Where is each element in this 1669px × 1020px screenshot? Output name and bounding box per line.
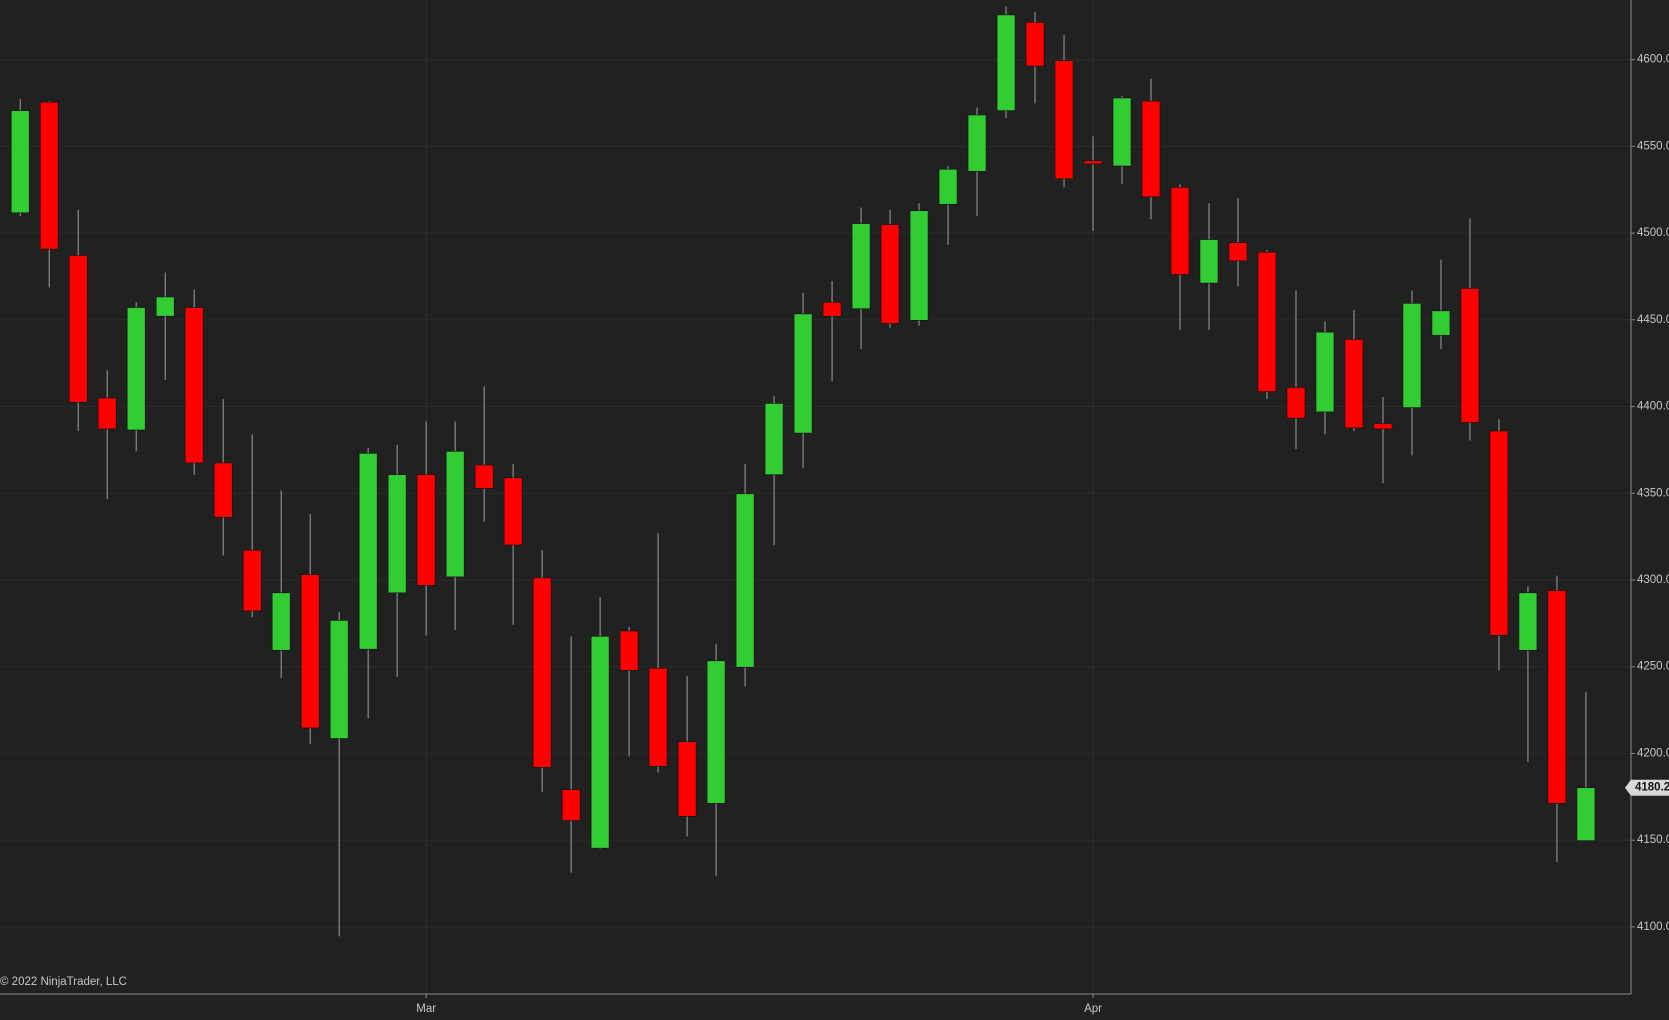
- candle-body: [1286, 387, 1306, 419]
- candle-body: [1112, 97, 1132, 167]
- last-price-marker: [1625, 779, 1669, 796]
- candle-body: [590, 636, 610, 849]
- candle-body: [1315, 331, 1335, 413]
- candle-body: [474, 464, 494, 489]
- candle-body: [97, 397, 117, 430]
- y-tick-label: 4450.00: [1637, 314, 1669, 326]
- candle-body: [503, 477, 523, 546]
- candle-body: [648, 667, 668, 767]
- candle-body: [1054, 60, 1074, 180]
- y-tick-label: 4550.00: [1637, 140, 1669, 152]
- candle-body: [1460, 288, 1480, 423]
- candle-body: [677, 741, 697, 817]
- y-tick-label: 4250.00: [1637, 661, 1669, 673]
- x-tick-label: Mar: [416, 1003, 436, 1015]
- candle-body: [155, 296, 175, 317]
- y-tick-label: 4100.00: [1637, 921, 1669, 933]
- candle-body: [851, 223, 871, 310]
- candle-body: [1025, 22, 1045, 67]
- candle-body: [938, 168, 958, 205]
- candle-body: [213, 462, 233, 518]
- candle-body: [10, 110, 30, 214]
- candle-body: [764, 403, 784, 476]
- candle-body: [1576, 787, 1596, 841]
- candle-body: [880, 224, 900, 324]
- candle-body: [358, 453, 378, 650]
- candle-body: [68, 255, 88, 403]
- last-price-label: 4180.25: [1635, 782, 1669, 794]
- candle-body: [793, 313, 813, 434]
- candle-body: [387, 474, 407, 594]
- candle-body: [532, 577, 552, 768]
- candle-body: [184, 307, 204, 464]
- candle-body: [1170, 187, 1190, 275]
- y-tick-label: 4150.00: [1637, 834, 1669, 846]
- candle-body: [561, 789, 581, 821]
- y-tick-label: 4300.00: [1637, 574, 1669, 586]
- candle-body: [242, 549, 262, 612]
- candle-body: [271, 592, 291, 651]
- candle-body: [1257, 251, 1277, 392]
- candle-body: [619, 630, 639, 671]
- candle-body: [967, 114, 987, 172]
- candle-body: [1489, 430, 1509, 636]
- copyright: © 2022 NinjaTrader, LLC: [0, 976, 127, 988]
- candle-body: [706, 660, 726, 804]
- candle-body: [996, 14, 1016, 111]
- candle-body: [1083, 160, 1103, 165]
- candle-body: [445, 450, 465, 578]
- y-tick-label: 4600.00: [1637, 54, 1669, 66]
- candle-body: [1431, 310, 1451, 336]
- candle-body: [1547, 590, 1567, 804]
- candle-body: [1518, 592, 1538, 651]
- candle-body: [909, 210, 929, 321]
- candle-body: [1402, 303, 1422, 408]
- candle-body: [300, 574, 320, 729]
- candle-body: [126, 307, 146, 431]
- candle-body: [39, 101, 59, 250]
- candle-body: [822, 302, 842, 317]
- y-tick-label: 4500.00: [1637, 227, 1669, 239]
- candle-body: [735, 493, 755, 668]
- candle-body: [1228, 242, 1248, 262]
- candle-body: [329, 620, 349, 739]
- candle-body: [1141, 100, 1161, 198]
- candle-body: [1373, 423, 1393, 430]
- y-tick-label: 4400.00: [1637, 401, 1669, 413]
- candle-body: [1344, 339, 1364, 429]
- candle-body: [416, 474, 436, 586]
- y-tick-label: 4200.00: [1637, 747, 1669, 759]
- y-tick-label: 4350.00: [1637, 487, 1669, 499]
- candle-body: [1199, 239, 1219, 284]
- x-tick-label: Apr: [1084, 1003, 1102, 1015]
